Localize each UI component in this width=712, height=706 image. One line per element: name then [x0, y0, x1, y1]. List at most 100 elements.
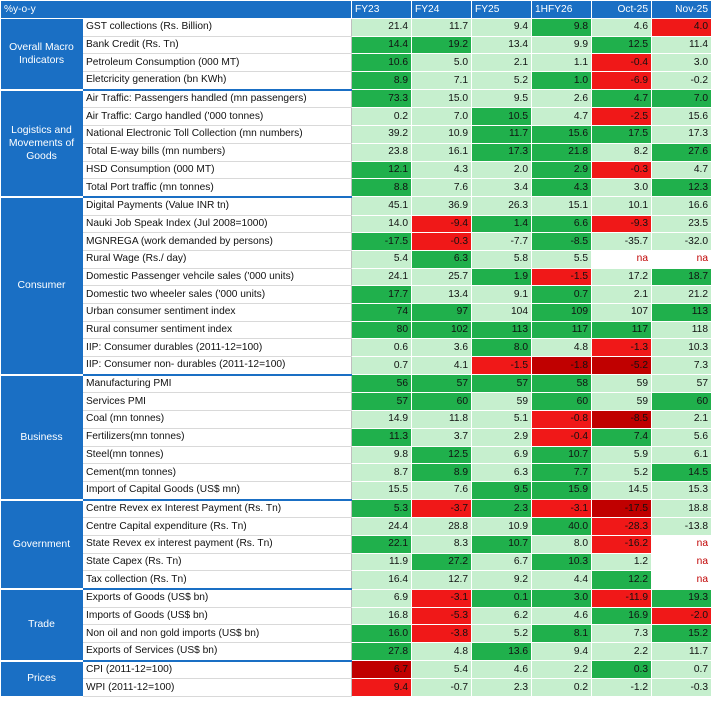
- value-cell: -0.8: [531, 410, 593, 429]
- value-cell: 11.3: [351, 427, 413, 447]
- value-cell: 17.7: [351, 285, 413, 304]
- value-cell: 7.6: [411, 178, 473, 198]
- value-cell: -8.5: [591, 410, 653, 429]
- value-cell: 8.0: [471, 338, 533, 358]
- indicator-label: State Revex ex interest payment (Rs. Tn): [81, 534, 353, 554]
- value-cell: 23.5: [651, 214, 712, 234]
- value-cell: 73.3: [351, 89, 413, 109]
- value-cell: 45.1: [351, 196, 413, 216]
- value-cell: 16.1: [411, 142, 473, 162]
- value-cell: 3.7: [411, 427, 473, 447]
- value-cell: 4.6: [531, 606, 593, 626]
- indicator-label: Air Traffic: Cargo handled ('000 tonnes): [81, 107, 353, 127]
- value-cell: 12.7: [411, 570, 473, 590]
- value-cell: 0.2: [351, 107, 413, 127]
- value-cell: 13.4: [411, 285, 473, 304]
- value-cell: 9.8: [531, 18, 593, 37]
- table-row: National Electronic Toll Collection (mn …: [1, 125, 712, 144]
- value-cell: 6.9: [351, 588, 413, 608]
- table-row: Exports of Services (US$ bn) 27.8 4.8 13.6 9…: [1, 642, 712, 662]
- value-cell: -0.7: [411, 678, 473, 698]
- value-cell: 2.1: [471, 53, 533, 73]
- value-cell: 9.4: [471, 18, 533, 37]
- value-cell: 10.1: [591, 196, 653, 216]
- value-cell: -5.3: [411, 606, 473, 626]
- indicator-label: Centre Revex ex Interest Payment (Rs. Tn…: [81, 498, 353, 519]
- indicator-label: Rural Wage (Rs./ day): [81, 249, 353, 269]
- table-row: IIP: Consumer non- durables (2011-12=100…: [1, 356, 712, 376]
- value-cell: 15.0: [411, 89, 473, 109]
- value-cell: 1.4: [471, 214, 533, 234]
- value-cell: 3.0: [651, 53, 712, 73]
- value-cell: 12.2: [591, 570, 653, 590]
- indicator-label: Domestic two wheeler sales ('000 units): [81, 285, 353, 304]
- value-cell: 3.0: [531, 588, 593, 608]
- value-cell: 5.2: [471, 71, 533, 91]
- value-cell: 4.7: [531, 107, 593, 127]
- value-cell: 21.8: [531, 142, 593, 162]
- value-cell: 8.8: [351, 178, 413, 198]
- indicator-label: Tax collection (Rs. Tn): [81, 570, 353, 590]
- value-cell: 57: [651, 374, 712, 394]
- value-cell: 59: [471, 392, 533, 412]
- value-cell: 109: [531, 303, 593, 322]
- value-cell: 22.1: [351, 534, 413, 554]
- value-cell: 8.9: [351, 71, 413, 91]
- value-cell: na: [651, 249, 712, 269]
- value-cell: 5.9: [591, 445, 653, 465]
- value-cell: 2.6: [531, 89, 593, 109]
- value-cell: -0.3: [591, 160, 653, 180]
- table-row: Logistics and Movements of Goods Air Traf…: [0, 88, 712, 198]
- table-row: State Revex ex interest payment (Rs. Tn)…: [1, 534, 712, 554]
- col-header-oct-25: Oct-25: [591, 0, 653, 19]
- value-cell: 5.4: [351, 249, 413, 269]
- value-cell: 10.7: [471, 534, 533, 554]
- table-row: MGNREGA (work demanded by persons) -17.5-…: [1, 232, 712, 251]
- indicator-label: IIP: Consumer non- durables (2011-12=100…: [81, 356, 353, 376]
- value-cell: 14.5: [651, 463, 712, 482]
- value-cell: 2.2: [591, 642, 653, 662]
- col-header-1hfy26: 1HFY26: [531, 0, 593, 19]
- value-cell: -7.7: [471, 232, 533, 251]
- value-cell: 7.0: [651, 89, 712, 109]
- corner-label: %y-o-y: [0, 0, 353, 19]
- table-row: IIP: Consumer durables (2011-12=100) 0.6 3…: [1, 338, 712, 358]
- value-cell: 14.9: [351, 410, 413, 429]
- indicator-label: CPI (2011-12=100): [81, 659, 353, 680]
- indicator-label: Eletcricity generation (bn KWh): [81, 71, 353, 91]
- table-row: Overall Macro Indicators GST collections …: [0, 17, 712, 91]
- value-cell: 14.0: [351, 214, 413, 234]
- table-row: Consumer Digital Payments (Value INR tn) 4…: [0, 195, 712, 376]
- value-cell: 4.8: [531, 338, 593, 358]
- value-cell: na: [651, 534, 712, 554]
- table-row: Rural Wage (Rs./ day) 5.4 6.3 5.8 5.5 na na: [1, 249, 712, 269]
- value-cell: 9.9: [531, 35, 593, 55]
- col-header-nov-25: Nov-25: [651, 0, 712, 19]
- value-cell: 36.9: [411, 196, 473, 216]
- value-cell: 10.9: [411, 125, 473, 144]
- value-cell: -3.1: [411, 588, 473, 608]
- value-cell: 18.7: [651, 267, 712, 287]
- value-cell: 13.6: [471, 642, 533, 662]
- value-cell: 12.5: [411, 445, 473, 465]
- value-cell: 1.9: [471, 267, 533, 287]
- indicator-label: Centre Capital expenditure (Rs. Tn): [81, 517, 353, 536]
- value-cell: 4.0: [651, 18, 712, 37]
- value-cell: 10.5: [471, 107, 533, 127]
- value-cell: 118: [651, 320, 712, 340]
- value-cell: 15.3: [651, 480, 712, 501]
- value-cell: 15.9: [531, 480, 593, 501]
- table-row: Imports of Goods (US$ bn) 16.8 -5.3 6.2 4.6 1…: [1, 606, 712, 626]
- group-label: Government: [0, 498, 83, 590]
- value-cell: 24.4: [351, 517, 413, 536]
- indicator-label: Coal (mn tonnes): [81, 410, 353, 429]
- value-cell: 10.3: [531, 552, 593, 572]
- value-cell: 0.3: [591, 660, 653, 680]
- table-row: Prices CPI (2011-12=100) 6.7 5.4 4.6 2.2 0.3 0.…: [0, 659, 712, 698]
- value-cell: 6.6: [531, 214, 593, 234]
- value-cell: 6.7: [351, 660, 413, 680]
- value-cell: 15.1: [531, 196, 593, 216]
- value-cell: 8.0: [531, 534, 593, 554]
- table-row: Steel(mn tonnes) 9.8 12.5 6.9 10.7 5.9 6.1: [1, 445, 712, 465]
- value-cell: 117: [531, 320, 593, 340]
